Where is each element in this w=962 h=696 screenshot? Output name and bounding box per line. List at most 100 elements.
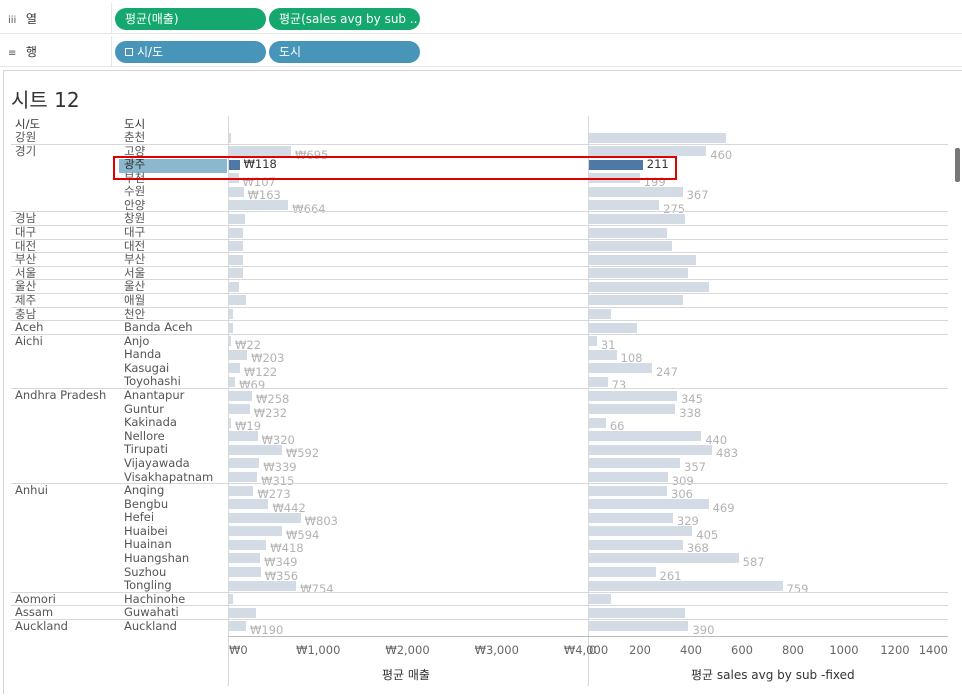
sub-avg-bar[interactable] (589, 295, 684, 306)
province-label[interactable]: 부산 (15, 252, 37, 267)
sales-bar[interactable] (229, 213, 246, 224)
sub-avg-bar[interactable] (589, 526, 693, 537)
sub-avg-bar[interactable] (589, 281, 709, 292)
province-label[interactable]: Assam (15, 605, 54, 620)
sub-avg-bar[interactable] (589, 322, 637, 333)
province-label[interactable]: Auckland (15, 618, 68, 633)
city-label[interactable]: 애월 (124, 292, 146, 307)
province-label[interactable]: Anhui (15, 483, 48, 498)
sales-bar[interactable] (229, 363, 240, 374)
sales-bar[interactable] (229, 309, 233, 320)
sales-bar[interactable] (229, 322, 234, 333)
city-label[interactable]: 부산 (124, 252, 146, 267)
city-label[interactable]: Visakhapatnam (124, 469, 214, 484)
sub-avg-bar[interactable] (589, 472, 668, 482)
sales-bar[interactable] (229, 512, 301, 523)
sales-bar[interactable] (229, 281, 239, 292)
sub-avg-bar[interactable] (589, 485, 668, 496)
sales-bar[interactable] (229, 132, 231, 143)
sub-avg-bar[interactable] (589, 200, 660, 211)
sales-bar[interactable] (229, 254, 244, 265)
province-label[interactable]: Aceh (15, 320, 44, 335)
sub-avg-bar[interactable] (589, 186, 683, 197)
city-label[interactable]: 광주 (124, 157, 146, 172)
sub-avg-bar[interactable] (589, 607, 686, 618)
sub-avg-bar[interactable] (589, 363, 652, 374)
sub-avg-bar[interactable] (589, 213, 685, 224)
sales-bar[interactable] (229, 458, 260, 469)
sub-avg-bar[interactable] (589, 132, 727, 143)
province-label[interactable]: 경남 (15, 211, 37, 226)
sales-bar[interactable] (229, 621, 246, 632)
sales-bar[interactable] (229, 146, 292, 157)
sales-bar[interactable] (229, 159, 240, 170)
sub-avg-bar[interactable] (589, 444, 713, 455)
city-label[interactable]: Handa (124, 347, 162, 362)
city-label[interactable]: 부천 (124, 170, 146, 185)
sales-bar[interactable] (229, 526, 282, 537)
city-label[interactable]: Anjo (124, 333, 150, 348)
sales-bar[interactable] (229, 580, 297, 591)
sub-avg-bar[interactable] (589, 227, 667, 238)
sales-bar[interactable] (229, 376, 236, 387)
city-label[interactable]: 천안 (124, 306, 146, 321)
sales-bar[interactable] (229, 499, 269, 510)
city-label[interactable]: 대구 (124, 225, 146, 240)
sub-avg-bar[interactable] (589, 376, 608, 387)
city-label[interactable]: Huainan (124, 537, 172, 552)
sales-bar[interactable] (229, 594, 234, 605)
sales-bar[interactable] (229, 227, 244, 238)
province-label[interactable]: 대전 (15, 238, 37, 253)
city-label[interactable]: 안양 (124, 197, 146, 212)
sub-avg-bar[interactable] (589, 594, 611, 605)
rows-pill-city[interactable]: 도시 (269, 41, 420, 63)
columns-pill-sub-avg[interactable]: 평균(sales avg by sub .. (269, 8, 420, 30)
city-label[interactable]: Kakinada (124, 415, 177, 430)
sub-avg-bar[interactable] (589, 146, 707, 157)
collapse-icon[interactable] (125, 47, 133, 56)
sales-bar[interactable] (229, 268, 244, 279)
sub-avg-bar[interactable] (589, 621, 689, 632)
city-label[interactable]: Vijayawada (124, 455, 190, 470)
city-label[interactable]: 서울 (124, 265, 146, 280)
sub-avg-bar[interactable] (589, 499, 709, 510)
sales-bar[interactable] (229, 472, 258, 482)
sub-avg-bar[interactable] (589, 404, 676, 415)
sub-avg-bar[interactable] (589, 254, 697, 265)
province-label[interactable]: 경기 (15, 143, 37, 158)
province-header[interactable]: 시/도 (15, 117, 41, 131)
sales-bar[interactable] (229, 295, 246, 306)
city-label[interactable]: Nellore (124, 428, 165, 443)
sub-avg-bar[interactable] (589, 268, 689, 279)
city-label[interactable]: Anantapur (124, 388, 185, 403)
city-label[interactable]: Hachinohe (124, 591, 186, 606)
province-label[interactable]: 대구 (15, 225, 37, 240)
sales-bar[interactable] (229, 444, 282, 455)
sub-avg-bar[interactable] (589, 159, 643, 170)
sub-avg-bar[interactable] (589, 309, 611, 320)
province-label[interactable]: 충남 (15, 306, 37, 321)
province-label[interactable]: 제주 (15, 292, 37, 307)
vertical-scrollbar[interactable] (955, 148, 960, 182)
city-header[interactable]: 도시 (124, 117, 146, 131)
sales-bar[interactable] (229, 200, 289, 211)
sub-avg-bar[interactable] (589, 553, 739, 564)
province-label[interactable]: 서울 (15, 265, 37, 280)
sub-avg-bar[interactable] (589, 336, 597, 347)
sales-bar[interactable] (229, 390, 253, 401)
sub-avg-bar[interactable] (589, 431, 702, 442)
city-label[interactable]: 창원 (124, 211, 146, 226)
city-label[interactable]: 고양 (124, 143, 146, 158)
sales-bar[interactable] (229, 349, 248, 360)
city-label[interactable]: Kasugai (124, 360, 170, 375)
sub-avg-bar[interactable] (589, 567, 656, 578)
sales-bar[interactable] (229, 539, 267, 550)
city-label[interactable]: Suzhou (124, 564, 167, 579)
city-label[interactable]: Auckland (124, 618, 177, 633)
sales-bar[interactable] (229, 241, 244, 252)
sub-avg-bar[interactable] (589, 390, 677, 401)
city-label[interactable]: Anqing (124, 483, 165, 498)
sales-bar[interactable] (229, 186, 244, 197)
rows-pill-province[interactable]: 시/도 (115, 41, 266, 63)
province-label[interactable]: 강원 (15, 130, 37, 144)
